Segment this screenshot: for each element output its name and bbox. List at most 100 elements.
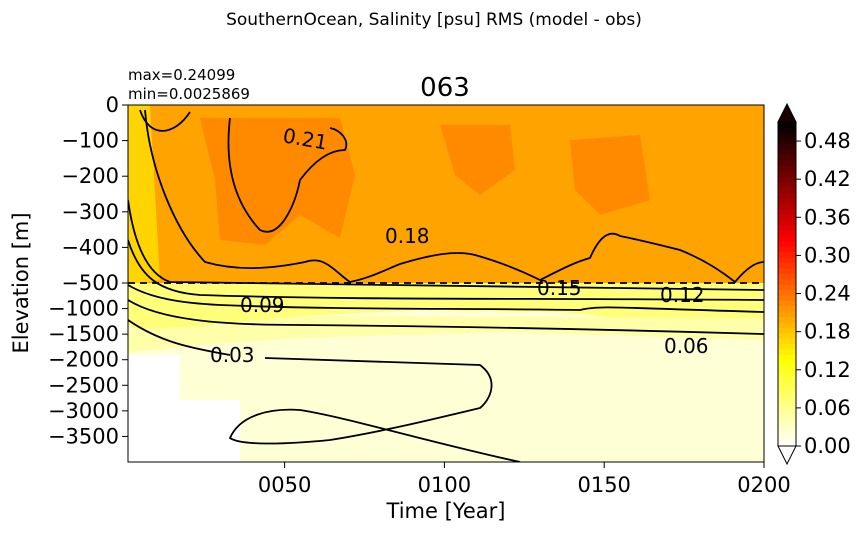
colorbar-extend-min xyxy=(777,445,797,466)
colorbar-tick-label: 0.18 xyxy=(804,320,851,344)
colorbar-segment xyxy=(778,294,796,301)
contour-lines xyxy=(128,109,764,462)
colorbar-segment xyxy=(778,197,796,204)
contour-label: 0.09 xyxy=(240,293,285,317)
colorbar-segment xyxy=(778,381,796,388)
contour-label: 0.18 xyxy=(385,224,430,248)
colorbar-tick-label: 0.00 xyxy=(804,434,851,458)
y-tick-label: −2000 xyxy=(48,348,119,372)
colorbar-segment xyxy=(778,402,796,409)
contour-0.06 xyxy=(128,299,764,335)
colorbar-segment xyxy=(778,440,796,447)
colorbar-segment xyxy=(778,305,796,312)
colorbar-segment xyxy=(778,230,796,236)
colorbar-segment xyxy=(778,219,796,226)
figure-suptitle: SouthernOcean, Salinity [psu] RMS (model… xyxy=(226,10,642,30)
colorbar-segment xyxy=(778,154,796,161)
colorbar-segment xyxy=(778,267,796,274)
y-tick-label: −200 xyxy=(61,164,119,188)
colorbar-segment xyxy=(778,138,796,145)
x-tick-label: 0200 xyxy=(737,473,790,497)
colorbar-segment xyxy=(778,165,796,172)
x-axis-label: Time [Year] xyxy=(386,499,506,523)
colorbar-segment xyxy=(778,289,796,296)
high-rms-patch xyxy=(570,135,650,215)
colorbar-tick-label: 0.36 xyxy=(804,205,851,229)
y-tick-label: −3000 xyxy=(48,399,119,423)
colorbar-segment xyxy=(778,203,796,209)
colorbar-segment xyxy=(778,300,796,307)
y-tick-label: −2500 xyxy=(48,373,119,397)
colorbar-segment xyxy=(778,321,796,328)
colorbar-segment xyxy=(778,262,796,269)
x-tick-label: 0100 xyxy=(418,473,471,497)
y-tick-label: −3500 xyxy=(48,424,119,448)
y-tick-label: −1500 xyxy=(48,322,119,346)
contour-0.03 xyxy=(128,319,521,462)
colorbar-tick-label: 0.12 xyxy=(804,358,851,382)
contour-0.09 xyxy=(128,284,764,313)
high-rms-patch xyxy=(200,118,355,245)
colorbar-segment xyxy=(778,370,796,377)
colorbar-segment xyxy=(778,311,796,317)
colorbar: 0.00 0.06 0.12 0.18 0.24 0.30 0.36 0.42 0.48 xyxy=(777,102,851,466)
near-zero-region xyxy=(128,355,240,462)
colorbar-segment xyxy=(778,213,796,220)
y-tick-label: −500 xyxy=(61,271,119,295)
colorbar-segment xyxy=(778,392,796,398)
colorbar-segment xyxy=(778,170,796,177)
colorbar-segment xyxy=(778,278,796,285)
colorbar-segment xyxy=(778,192,796,199)
y-tick-label: −1000 xyxy=(48,297,119,321)
colorbar-segment xyxy=(778,348,796,355)
colorbar-segment xyxy=(778,181,796,188)
colorbar-segment xyxy=(778,435,796,442)
contour-label: 0.12 xyxy=(660,283,705,307)
colorbar-segment xyxy=(778,424,796,431)
colorbar-segment xyxy=(778,284,796,290)
colorbar-extend-max xyxy=(777,102,797,123)
colorbar-segment xyxy=(778,186,796,193)
y-tick-label: −400 xyxy=(61,235,119,259)
colorbar-tick-label: 0.30 xyxy=(804,243,851,267)
y-tick-label: −100 xyxy=(61,129,119,153)
x-axis-ticks: 0050 0100 0150 0200 xyxy=(258,462,791,497)
contour-label: 0.06 xyxy=(664,334,709,358)
colorbar-segment xyxy=(778,413,796,420)
colorbar-frame xyxy=(777,121,797,447)
colorbar-segment xyxy=(778,235,796,242)
colorbar-segment xyxy=(778,332,796,339)
contour-label: 0.15 xyxy=(537,276,582,300)
y-axis-label: Elevation [m] xyxy=(9,212,33,353)
colorbar-segment xyxy=(778,273,796,280)
colorbar-segment xyxy=(778,240,796,247)
colorbar-segment xyxy=(778,359,796,366)
colorbar-segment xyxy=(778,343,796,350)
colorbar-segment xyxy=(778,176,796,182)
colorbar-segment xyxy=(778,338,796,344)
y-tick-label: 0 xyxy=(106,93,119,117)
contour-label: 0.03 xyxy=(210,343,255,367)
colorbar-segment xyxy=(778,397,796,404)
colorbar-segment xyxy=(778,375,796,382)
colorbar-segment xyxy=(778,208,796,215)
colorbar-segment xyxy=(778,408,796,415)
x-tick-label: 0050 xyxy=(258,473,311,497)
colorbar-segment xyxy=(778,257,796,263)
colorbar-segment xyxy=(778,132,796,139)
colorbar-segment xyxy=(778,251,796,258)
colorbar-segment xyxy=(778,365,796,371)
colorbar-segment xyxy=(778,246,796,253)
colorbar-segment xyxy=(778,127,796,134)
contour-0.18 xyxy=(144,109,764,284)
y-axis-ticks: 0 −100 −200 −300 −400 −500−1000−1500−2000−250… xyxy=(48,93,128,448)
colorbar-segment xyxy=(778,316,796,323)
y-tick-label: −300 xyxy=(61,200,119,224)
plot-title: 063 xyxy=(420,73,470,103)
mid-rms-strip xyxy=(128,283,764,330)
contour-0.15 xyxy=(128,199,764,291)
colorbar-tick-label: 0.48 xyxy=(804,129,851,153)
salinity-rms-field: 0.21 0.18 0.15 0.12 0.09 0.06 0.03 xyxy=(128,105,764,462)
colorbar-segment xyxy=(778,327,796,334)
